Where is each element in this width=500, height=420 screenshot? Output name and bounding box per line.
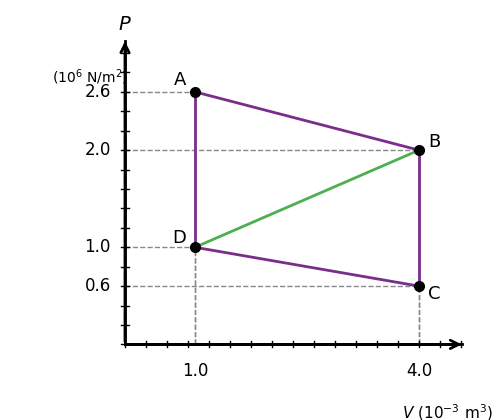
Text: 4.0: 4.0 <box>406 362 432 380</box>
Text: 2.0: 2.0 <box>84 141 111 159</box>
Text: $P$: $P$ <box>118 15 132 34</box>
Text: C: C <box>428 285 440 303</box>
Text: B: B <box>428 134 440 151</box>
Text: A: A <box>174 71 186 89</box>
Text: 1.0: 1.0 <box>84 238 111 256</box>
Text: 1.0: 1.0 <box>182 362 208 380</box>
Text: $V\ (10^{-3}\ \mathrm{m^3})$: $V\ (10^{-3}\ \mathrm{m^3})$ <box>402 403 492 420</box>
Text: 2.6: 2.6 <box>84 83 111 101</box>
Text: 0.6: 0.6 <box>85 277 111 295</box>
Text: $(10^6\ \mathrm{N/m^2})$: $(10^6\ \mathrm{N/m^2})$ <box>52 68 128 87</box>
Text: D: D <box>172 228 186 247</box>
